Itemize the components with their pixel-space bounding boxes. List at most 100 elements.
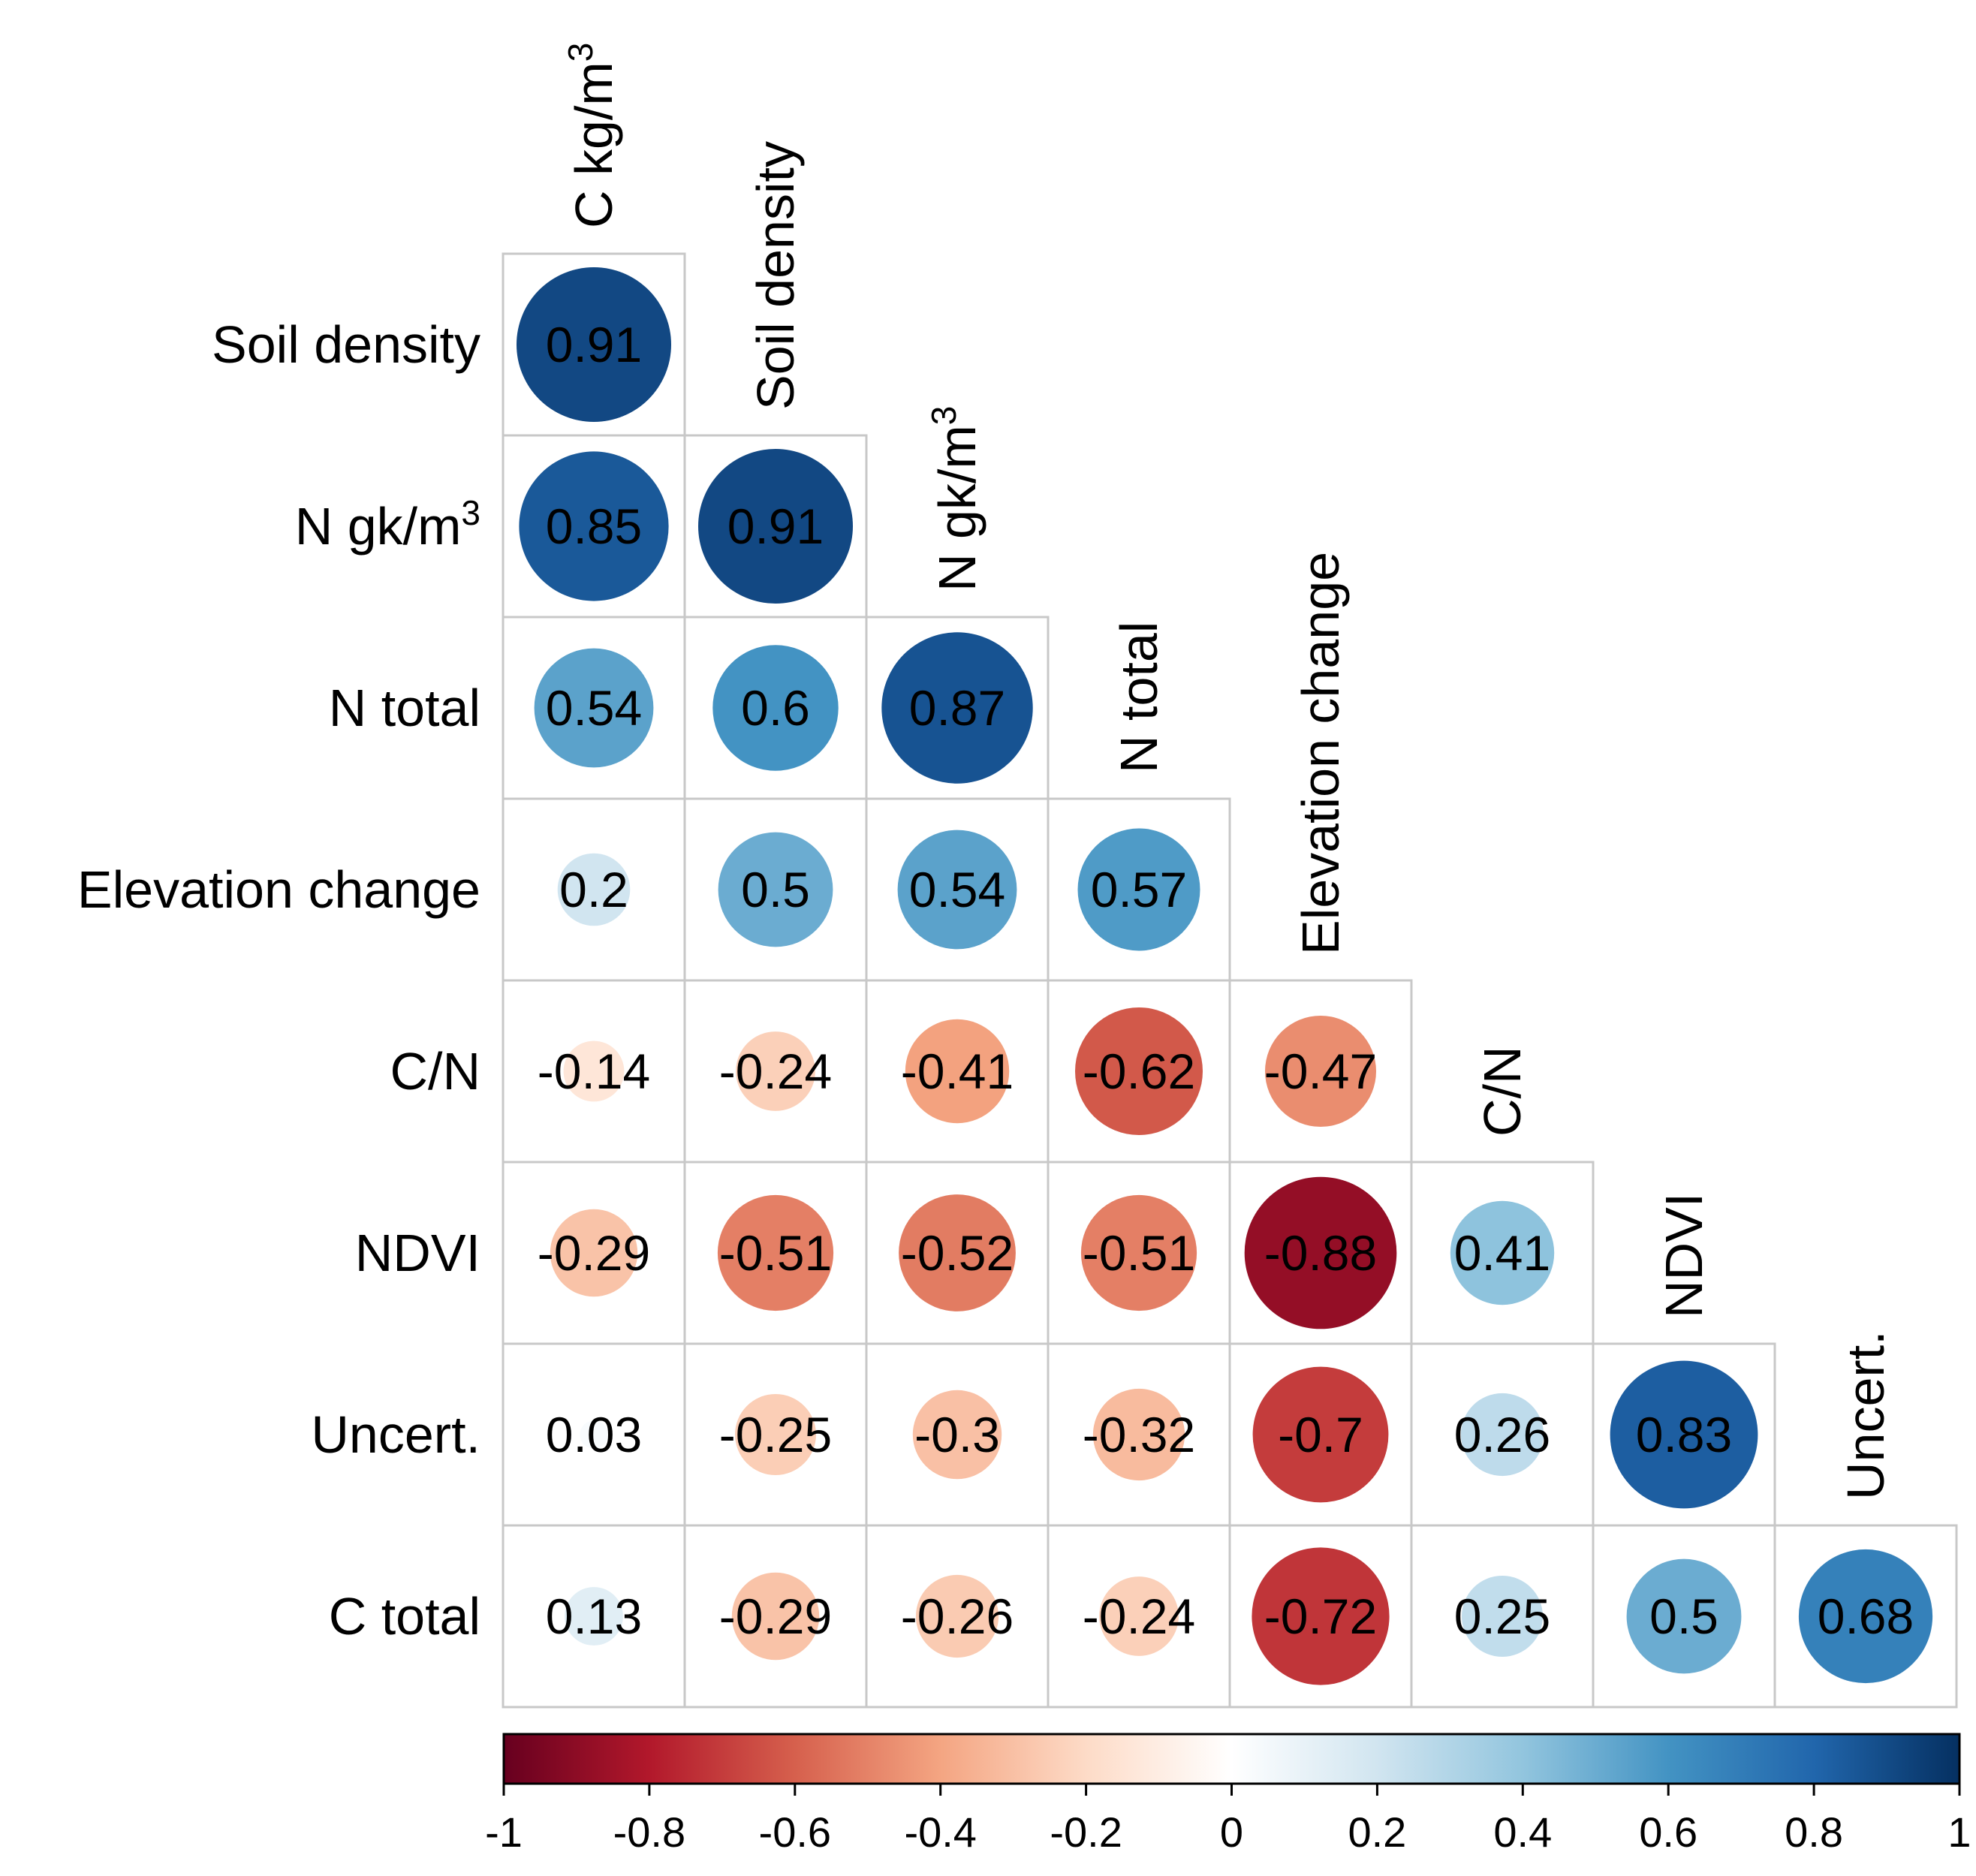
correlation-value: 0.03 <box>546 1407 642 1462</box>
matrix-cell: 0.54 <box>502 616 686 800</box>
correlation-value: 0.87 <box>909 680 1005 736</box>
colorbar-tick-label: 0.2 <box>1348 1808 1406 1856</box>
correlation-value: -0.62 <box>1083 1043 1195 1099</box>
matrix-cell: 0.6 <box>683 616 868 800</box>
correlation-value: -0.88 <box>1264 1225 1377 1281</box>
correlation-circle <box>563 1040 625 1102</box>
correlation-value: -0.29 <box>719 1588 832 1644</box>
correlation-circle <box>899 1194 1016 1311</box>
colorbar-tick-label: 0.6 <box>1639 1808 1697 1856</box>
matrix-cell: -0.25 <box>683 1342 868 1527</box>
correlation-value: -0.14 <box>538 1043 650 1099</box>
correlation-circle <box>550 1209 638 1297</box>
row-label-ndvi: NDVI <box>355 1224 480 1282</box>
correlation-circle <box>1077 828 1200 951</box>
row-label-n-gk-m: N gk/m3 <box>295 493 480 556</box>
correlation-value: 0.91 <box>546 317 642 372</box>
colorbar-tick-label: 0.8 <box>1785 1808 1843 1856</box>
correlation-value: -0.51 <box>719 1225 832 1281</box>
matrix-cell: -0.29 <box>683 1524 868 1709</box>
matrix-cell: 0.91 <box>502 252 686 437</box>
colorbar-gradient <box>502 1733 1961 1785</box>
matrix-cell: 0.54 <box>865 797 1050 982</box>
row-label-uncert: Uncert. <box>311 1405 480 1464</box>
correlation-value: 0.41 <box>1454 1225 1550 1281</box>
correlation-value: -0.29 <box>538 1225 650 1281</box>
correlation-value: -0.7 <box>1278 1407 1363 1462</box>
colorbar-tick-label: -0.8 <box>613 1808 686 1856</box>
matrix-cell: -0.47 <box>1228 979 1413 1164</box>
matrix-cell: -0.29 <box>502 1161 686 1345</box>
correlation-circle <box>915 1574 999 1658</box>
row-labels: Soil density N gk/m3 N total Elevation chan… <box>77 315 480 1646</box>
matrix-cell: 0.68 <box>1773 1524 1958 1709</box>
correlation-circle <box>897 830 1017 950</box>
correlation-value: 0.5 <box>741 862 810 917</box>
matrix-cell: 0.5 <box>1592 1524 1776 1709</box>
correlation-circle <box>557 853 631 926</box>
correlation-value: -0.32 <box>1083 1407 1195 1462</box>
column-label-n-total: N total <box>1110 622 1168 773</box>
correlation-value: 0.91 <box>727 498 824 554</box>
matrix-cell: 0.26 <box>1410 1342 1595 1527</box>
correlation-value: 0.26 <box>1454 1407 1550 1462</box>
correlation-value: 0.6 <box>741 680 810 736</box>
matrix-cell: 0.2 <box>502 797 686 982</box>
matrix-cell: -0.62 <box>1047 979 1231 1164</box>
matrix-cell: 0.83 <box>1592 1342 1776 1527</box>
correlation-value: -0.3 <box>914 1407 1000 1462</box>
correlation-value: 0.83 <box>1636 1407 1732 1462</box>
correlation-circle <box>717 1194 834 1311</box>
correlation-circle <box>1610 1360 1758 1509</box>
correlation-circle <box>1252 1547 1390 1685</box>
correlation-circle <box>731 1572 820 1661</box>
cell-border <box>1228 979 1413 1164</box>
correlation-value: -0.24 <box>719 1043 832 1099</box>
correlation-value: 0.85 <box>546 498 642 554</box>
correlation-value: 0.2 <box>559 862 628 917</box>
correlation-value: 0.5 <box>1649 1588 1718 1644</box>
correlation-value: 0.54 <box>909 862 1005 917</box>
matrix-cell: -0.88 <box>1228 1161 1413 1345</box>
correlation-circle <box>1462 1576 1543 1657</box>
correlation-circle <box>1092 1388 1185 1481</box>
column-label-c-n: C/N <box>1473 1046 1532 1137</box>
colorbar: -1 -0.8 -0.6 -0.4 -0.2 0 0.2 0.4 0.6 0.8 1 <box>485 1733 1971 1856</box>
correlation-circle <box>534 648 654 768</box>
correlation-circle <box>580 1420 608 1449</box>
column-labels: C kg/m3 Soil density N gk/m3 N total Elevati… <box>561 43 1895 1500</box>
matrix-cell: -0.7 <box>1228 1342 1413 1527</box>
matrix-cell: -0.3 <box>865 1342 1050 1527</box>
matrix-cell: -0.72 <box>1228 1524 1413 1709</box>
matrix-cell: -0.51 <box>1047 1161 1231 1345</box>
cell-border <box>1047 1342 1231 1527</box>
matrix-cell: -0.24 <box>1047 1524 1231 1709</box>
correlation-circle <box>1450 1200 1555 1305</box>
correlation-circle <box>735 1394 816 1475</box>
colorbar-tick-label: -0.4 <box>904 1808 977 1856</box>
matrix-cell: 0.03 <box>502 1342 686 1527</box>
correlation-value: -0.24 <box>1083 1588 1195 1644</box>
row-label-elevation-change: Elevation change <box>77 860 480 919</box>
correlation-circle <box>1798 1549 1933 1684</box>
row-label-soil-density: Soil density <box>212 315 480 374</box>
matrix-cell: -0.51 <box>683 1161 868 1345</box>
correlation-circle <box>881 632 1033 784</box>
correlation-circle <box>1626 1558 1742 1674</box>
matrix-cell: 0.87 <box>865 616 1050 800</box>
correlation-circle <box>1080 1194 1197 1311</box>
correlation-value: -0.51 <box>1083 1225 1195 1281</box>
correlation-value: 0.68 <box>1818 1588 1914 1644</box>
row-label-n-total: N total <box>329 679 480 737</box>
matrix-cell: -0.32 <box>1047 1342 1231 1527</box>
correlation-circle <box>1244 1176 1397 1329</box>
correlation-circle <box>698 449 853 604</box>
row-label-c-n: C/N <box>390 1042 480 1101</box>
correlation-circle <box>905 1019 1010 1124</box>
correlation-circle <box>517 267 671 422</box>
correlation-value: 0.25 <box>1454 1588 1550 1644</box>
column-label-c-kg-m: C kg/m3 <box>561 43 623 228</box>
matrix-cells: 0.91 0.85 0.91 0.54 0.6 0.87 0.2 0.5 0.54 0.57 -0.… <box>502 252 1958 1709</box>
column-label-uncert: Uncert. <box>1836 1330 1895 1500</box>
